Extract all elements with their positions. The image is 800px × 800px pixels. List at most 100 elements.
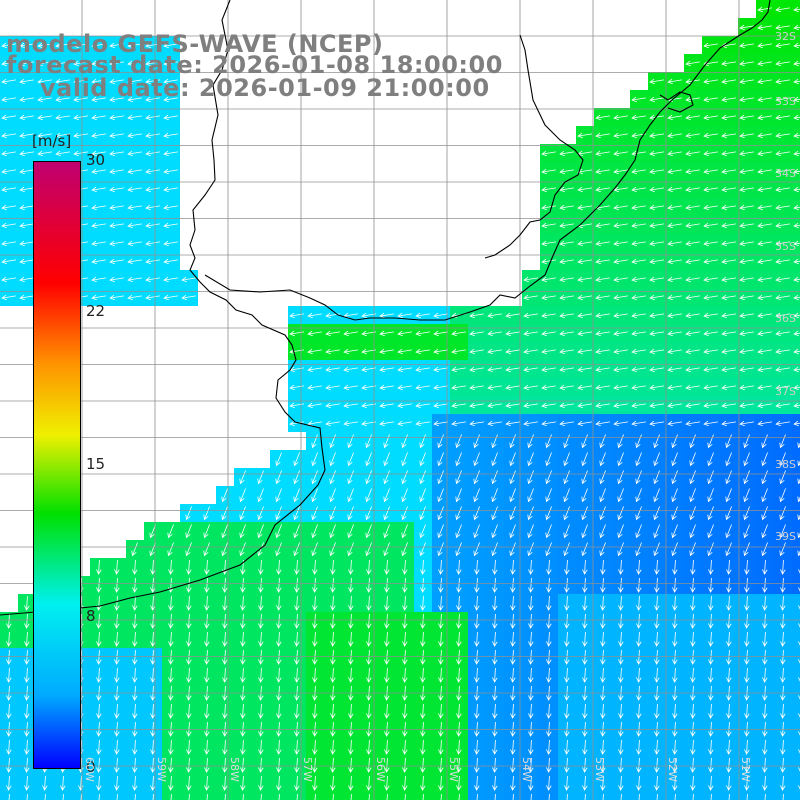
wind-arrow	[798, 749, 800, 754]
wind-arrow	[708, 631, 714, 647]
wind-arrow	[541, 222, 556, 229]
wind-arrow	[563, 542, 570, 557]
wind-arrow	[744, 721, 750, 737]
wind-arrow	[258, 649, 264, 665]
wind-arrow	[595, 222, 610, 229]
wind-arrow	[671, 506, 678, 521]
wind-arrow	[599, 434, 606, 449]
wind-arrow	[469, 312, 484, 319]
wind-arrow	[721, 240, 736, 247]
wind-arrow	[559, 168, 574, 175]
wind-arrow	[708, 721, 714, 737]
wind-arrow	[343, 384, 358, 391]
wind-arrow	[458, 793, 460, 800]
wind-arrow	[204, 649, 210, 665]
wind-arrow	[690, 631, 696, 647]
wind-arrow	[577, 276, 592, 283]
wind-arrow	[703, 258, 718, 265]
wind-arrow	[150, 667, 156, 683]
wind-arrow	[19, 186, 34, 193]
wind-arrow	[163, 294, 178, 301]
wind-arrow	[775, 168, 790, 175]
wind-arrow	[793, 168, 800, 175]
wind-arrow	[347, 488, 354, 503]
wind-arrow	[775, 402, 790, 409]
wind-arrow	[618, 595, 624, 611]
wind-arrow	[383, 524, 390, 539]
wind-arrow	[397, 420, 412, 427]
wind-arrow	[509, 434, 516, 449]
wind-arrow	[145, 186, 160, 193]
wind-arrow	[636, 631, 642, 647]
wind-arrow	[492, 721, 498, 737]
wind-arrow	[762, 595, 768, 611]
wind-arrow	[168, 775, 174, 791]
wind-arrow	[438, 613, 444, 629]
wind-arrow	[739, 312, 754, 319]
wind-arrow	[757, 168, 772, 175]
wind-arrow	[581, 524, 588, 539]
wind-arrow	[779, 488, 786, 503]
wind-arrow	[798, 767, 800, 772]
wind-arrow	[257, 470, 264, 485]
wind-arrow	[527, 452, 534, 467]
wind-arrow	[708, 649, 714, 665]
wind-arrow	[599, 488, 606, 503]
wind-arrow	[649, 186, 664, 193]
wind-arrow	[145, 258, 160, 265]
wind-arrow	[545, 542, 552, 557]
wind-arrow	[577, 204, 592, 211]
wind-arrow	[541, 402, 556, 409]
wind-arrow	[168, 721, 174, 737]
wind-arrow	[330, 757, 336, 773]
wind-arrow	[415, 312, 430, 319]
wind-arrow	[797, 532, 800, 539]
wind-arrow	[127, 258, 142, 265]
wind-arrow	[402, 649, 408, 665]
wind-arrow	[239, 542, 246, 557]
wind-arrow	[114, 577, 120, 593]
wind-arrow	[91, 42, 106, 49]
wind-arrow	[762, 721, 768, 737]
wind-arrow	[186, 649, 192, 665]
wind-arrow	[564, 649, 570, 665]
wind-arrow	[474, 577, 480, 593]
lon-label: 54W	[520, 757, 533, 782]
wind-arrow	[595, 402, 610, 409]
wind-arrow	[703, 240, 718, 247]
wind-arrow	[222, 703, 228, 719]
wind-arrow	[487, 348, 502, 355]
wind-arrow	[312, 631, 318, 647]
wind-arrow	[91, 222, 106, 229]
wind-arrow	[541, 204, 556, 211]
wind-arrow	[311, 506, 318, 521]
wind-arrow	[91, 114, 106, 121]
wind-arrow	[762, 739, 768, 755]
wind-arrow	[293, 470, 300, 485]
wind-arrow	[617, 452, 624, 467]
wind-arrow	[312, 739, 318, 755]
wind-arrow	[527, 506, 534, 521]
wind-arrow	[366, 649, 372, 665]
wind-arrow	[653, 470, 660, 485]
wind-arrow	[595, 366, 610, 373]
wind-arrow	[726, 775, 732, 791]
wind-arrow	[559, 366, 574, 373]
wind-arrow	[492, 667, 498, 683]
wind-arrow	[491, 542, 498, 557]
wind-arrow	[636, 739, 642, 755]
wind-arrow	[150, 613, 156, 629]
wind-arrow	[523, 294, 538, 301]
wind-arrow	[559, 312, 574, 319]
wind-arrow	[617, 542, 624, 557]
colorbar-tick: 15	[86, 455, 106, 473]
wind-arrow	[469, 420, 484, 427]
wind-cell	[792, 630, 800, 648]
wind-arrow	[690, 703, 696, 719]
wind-arrow	[775, 222, 790, 229]
wind-arrow	[239, 488, 246, 503]
wind-arrow	[667, 240, 682, 247]
wind-arrow	[19, 42, 34, 49]
wind-arrow	[793, 348, 800, 355]
wind-arrow	[473, 524, 480, 539]
